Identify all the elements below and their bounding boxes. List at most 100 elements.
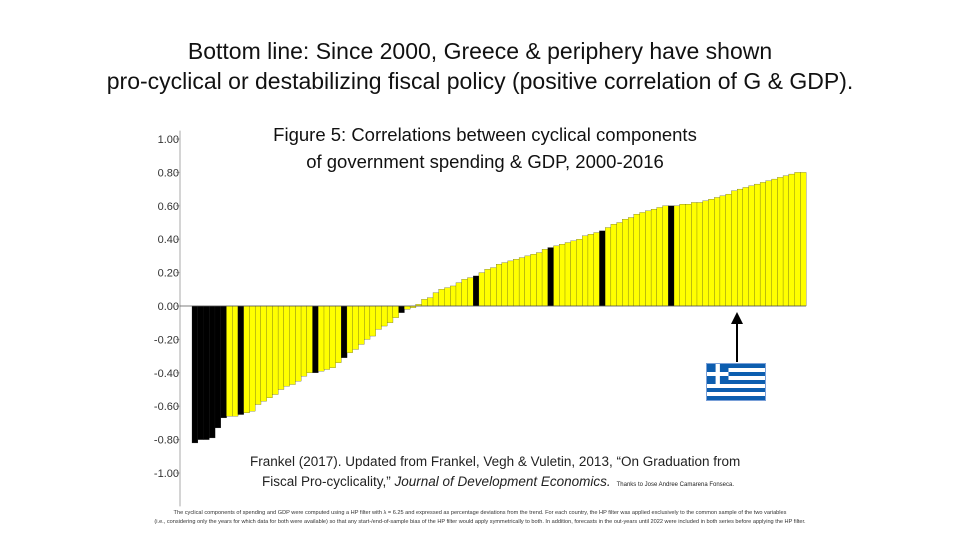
bar — [541, 249, 549, 307]
bar — [341, 305, 348, 358]
bar — [513, 259, 520, 307]
y-tick-label: -0.20 — [154, 334, 179, 346]
bar — [484, 269, 491, 307]
greece-arrow-head — [731, 312, 743, 324]
bar — [650, 209, 658, 307]
bar — [398, 305, 405, 313]
y-tick-label: 0.00 — [158, 301, 179, 313]
bar — [455, 282, 462, 307]
bar — [582, 235, 589, 307]
bar — [708, 198, 715, 307]
bar — [386, 305, 394, 323]
bar — [685, 204, 692, 307]
bar — [266, 305, 273, 398]
bar — [559, 244, 566, 307]
source-journal: Journal of Development Economics. — [394, 474, 611, 489]
bar — [662, 205, 669, 307]
bar — [610, 224, 617, 307]
bar — [450, 285, 457, 307]
bar — [352, 305, 359, 350]
y-tick-label: 0.80 — [158, 167, 179, 179]
figure-title-line1: Figure 5: Correlations between cyclical … — [273, 124, 697, 145]
bar — [794, 172, 801, 307]
bar — [318, 305, 325, 372]
source-line2: Fiscal Pro-cyclicality,” Journal of Deve… — [250, 472, 810, 495]
bar — [656, 207, 663, 307]
bar — [381, 305, 388, 327]
bar — [691, 202, 698, 307]
footnote-line2: (i.e., considering only the years for wh… — [154, 519, 806, 525]
source-line2-prefix: Fiscal Pro-cyclicality,” — [262, 474, 395, 489]
bar — [777, 177, 784, 307]
y-tick-label: -0.40 — [154, 368, 179, 380]
bar — [725, 193, 732, 307]
bar — [547, 247, 554, 307]
bar — [444, 287, 451, 307]
bar — [323, 305, 330, 370]
footnote: The cyclical components of spending and … — [0, 509, 960, 527]
slide-title-line2: pro-cyclical or destabilizing fiscal pol… — [106, 68, 854, 94]
y-tick-label: 0.20 — [158, 268, 179, 280]
bar — [731, 190, 738, 307]
bar — [254, 305, 262, 405]
bar — [673, 205, 681, 307]
bar — [742, 187, 749, 307]
slide-title-line1: Bottom line: Since 2000, Greece & periph… — [187, 38, 773, 64]
bar — [782, 175, 790, 307]
bar — [627, 217, 635, 307]
bar — [587, 234, 594, 307]
bar — [616, 222, 623, 307]
bar — [375, 305, 382, 330]
bar — [243, 305, 250, 414]
bar — [496, 264, 503, 307]
bar — [696, 202, 703, 307]
greece-flag-icon — [706, 363, 766, 401]
bar — [432, 292, 440, 307]
bar — [467, 277, 474, 307]
bar — [622, 219, 629, 307]
bar — [283, 305, 290, 387]
bar — [249, 305, 256, 412]
bar — [788, 173, 795, 307]
bar — [404, 305, 411, 310]
greece-flag-graphic — [707, 364, 765, 400]
bar — [295, 305, 302, 382]
y-tick-label: -0.80 — [154, 435, 179, 447]
bar — [524, 255, 531, 307]
source-line1: Frankel (2017). Updated from Frankel, Ve… — [250, 454, 741, 469]
bar — [203, 305, 210, 440]
bar — [518, 257, 526, 307]
bar — [277, 305, 285, 390]
bar — [536, 252, 543, 307]
bar — [501, 262, 508, 307]
bar — [306, 305, 313, 373]
bar — [421, 299, 428, 307]
bar — [260, 305, 267, 402]
bar — [191, 305, 199, 444]
bar — [289, 305, 296, 385]
bar — [507, 260, 514, 307]
bar — [335, 305, 342, 363]
bar — [346, 305, 353, 353]
bar — [719, 195, 726, 307]
bar — [754, 183, 761, 307]
bar — [220, 305, 227, 419]
bar — [214, 305, 221, 429]
y-tick-label: 0.40 — [158, 234, 179, 246]
bar — [392, 305, 399, 318]
bar — [358, 305, 365, 345]
bar — [461, 279, 468, 307]
bar — [490, 267, 497, 307]
y-tick-label: -0.60 — [154, 401, 179, 413]
y-tick-label: 0.60 — [158, 201, 179, 213]
bar — [209, 305, 216, 439]
bar — [714, 197, 721, 307]
source-thanks: Thanks to Jose Andree Camarena Fonseca. — [616, 482, 735, 488]
bar — [633, 214, 640, 307]
footnote-line1: The cyclical components of spending and … — [173, 510, 787, 516]
bar — [478, 272, 485, 307]
bar — [679, 204, 686, 307]
bar — [438, 289, 445, 307]
y-tick-label: -1.00 — [154, 468, 179, 480]
